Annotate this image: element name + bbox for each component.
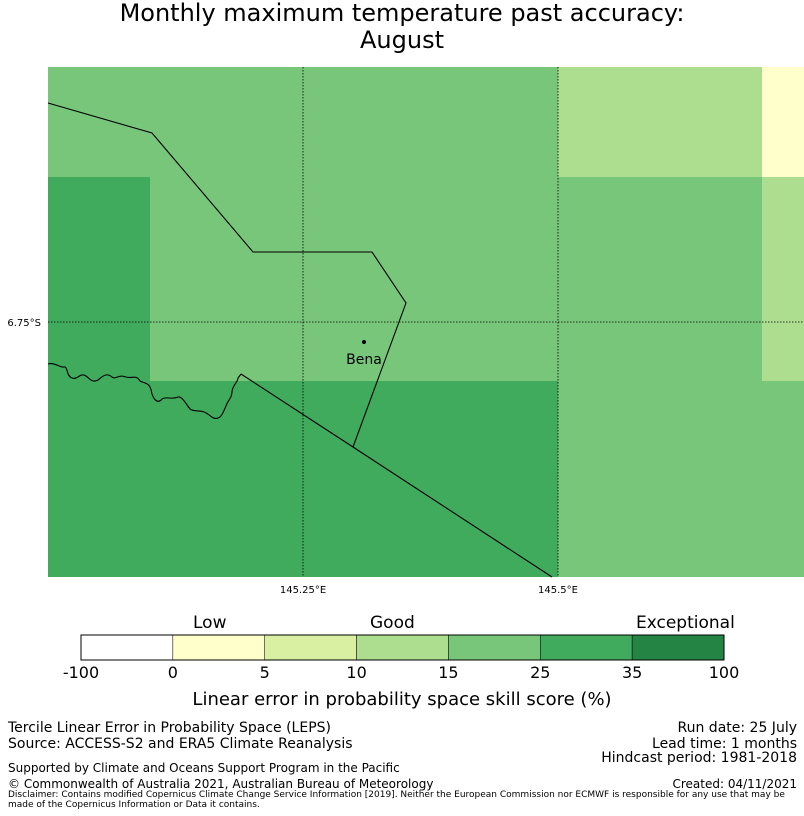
colorbar-tick-label: 25 (530, 663, 551, 682)
colorbar-tick-label: 35 (621, 663, 643, 682)
colorbar-bin-2 (264, 634, 357, 661)
footer-leps: Tercile Linear Error in Probability Spac… (8, 720, 331, 736)
colorbar-tick-label: -100 (62, 663, 100, 682)
cell-mid-center (150, 177, 558, 381)
footer-hindcast: Hindcast period: 1981-2018 (601, 750, 797, 766)
footer-copyright: © Commonwealth of Australia 2021, Austra… (8, 777, 434, 791)
bena-label: Bena (346, 352, 382, 368)
colorbar-tick-label: 10 (346, 663, 367, 682)
footer-run-date: Run date: 25 July (677, 720, 797, 736)
chart-title-line2: August (360, 26, 444, 54)
bena-marker (362, 340, 366, 344)
lon-label-145-5: 145.5°E (538, 585, 578, 596)
cell-top-right (558, 67, 762, 177)
footer-lead-time: Lead time: 1 months (652, 736, 797, 752)
border-line-south (240, 373, 553, 578)
cell-bottom-right (558, 381, 804, 577)
coastline (47, 363, 242, 419)
colorbar-caption: Linear error in probability space skill … (192, 689, 612, 710)
category-low: Low (193, 613, 227, 633)
border-line-north (47, 102, 407, 448)
category-good: Good (370, 613, 415, 633)
colorbar-bin-3 (356, 634, 449, 661)
cell-mid-right (558, 177, 762, 381)
footer-supported: Supported by Climate and Oceans Support … (8, 761, 400, 775)
province-borders (47, 102, 553, 578)
colorbar (80, 634, 725, 661)
colorbar-tick-label: 5 (259, 663, 270, 682)
colorbar-tick-label: 15 (438, 663, 459, 682)
footer-source: Source: ACCESS-S2 and ERA5 Climate Reana… (8, 736, 353, 752)
cell-mid-left (48, 177, 150, 381)
colorbar-tick-label: 0 (167, 663, 178, 682)
chart-title-line1: Monthly maximum temperature past accurac… (119, 0, 685, 27)
colorbar-tick-label: 100 (708, 663, 740, 682)
footer-created: Created: 04/11/2021 (672, 777, 797, 791)
lat-label-6-75: 6.75°S (7, 318, 41, 329)
colorbar-bin-0 (80, 634, 174, 661)
category-exceptional: Exceptional (636, 613, 735, 633)
colorbar-bin-6 (631, 634, 725, 661)
lon-label-145-25: 145.25°E (280, 585, 326, 596)
colorbar-bin-5 (540, 634, 633, 661)
cell-mid-far-right (762, 177, 804, 381)
colorbar-frame (80, 634, 725, 661)
graticule (48, 67, 804, 577)
colorbar-bin-4 (448, 634, 541, 661)
cell-top-far-right (762, 67, 804, 177)
skill-map: Bena 145.25°E 145.5°E 6.75°S (7, 67, 804, 596)
footer-disclaimer: Disclaimer: Contains modified Copernicus… (8, 790, 785, 810)
colorbar-bin-1 (172, 634, 265, 661)
